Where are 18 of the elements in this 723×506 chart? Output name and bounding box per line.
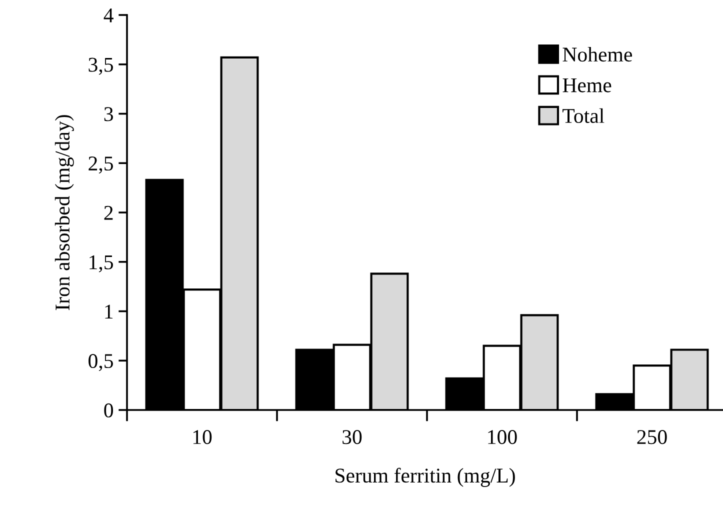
y-tick-label: 3,5 <box>88 58 113 75</box>
y-tick-label: 3 <box>104 107 113 122</box>
y-axis-title: Iron absorbed (mg/day) <box>54 115 74 310</box>
legend-label: Heme <box>562 78 612 92</box>
x-tick-label: 100 <box>488 430 517 444</box>
x-axis-title: Serum ferritin (mg/L) <box>336 468 515 487</box>
y-tick-label: 1 <box>105 304 113 318</box>
y-tick-label: 0,5 <box>88 354 113 372</box>
y-tick-label: 2,5 <box>88 156 113 174</box>
y-tick-label: 0 <box>104 403 114 418</box>
x-tick-label: 250 <box>637 430 667 444</box>
legend-label: Noheme <box>562 46 632 62</box>
x-tick-label: 30 <box>342 430 362 444</box>
y-tick-label: 2 <box>104 206 113 220</box>
y-tick-label: 1,5 <box>90 255 113 272</box>
x-tick-label: 10 <box>193 430 212 444</box>
y-tick-label: 4 <box>104 8 114 22</box>
legend-label: Total <box>562 108 604 124</box>
